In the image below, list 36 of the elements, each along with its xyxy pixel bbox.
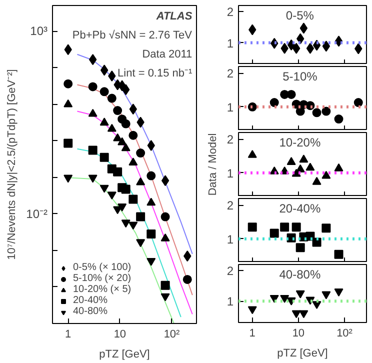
chart-title: 10-20% <box>279 136 321 150</box>
annotation: ATLAS <box>155 10 193 22</box>
legend-label: 0-5% (× 100) <box>73 262 132 273</box>
y-tick-label: 2 <box>226 264 234 278</box>
legend-label: 20-40% <box>73 295 108 306</box>
y-tick-label: 10⁻² <box>26 206 48 221</box>
y-tick-label: 2 <box>226 132 234 147</box>
y-tick-label: 1 <box>226 36 234 50</box>
x-tick-label: 1 <box>249 328 256 340</box>
y-tick-label: 10³ <box>30 24 48 38</box>
x-tick-label: 10 <box>114 328 126 340</box>
x-tick-label: 10 <box>292 328 305 340</box>
x-axis-title: pTZ [GeV] <box>99 348 150 360</box>
legend-label: 5-10% (× 20) <box>73 273 132 284</box>
y-tick-label: 1 <box>226 166 234 180</box>
annotation: Data 2011 <box>142 48 192 60</box>
annotation: Pb+Pb √sNN = 2.76 TeV <box>72 29 193 42</box>
x-axis-title: pTZ [GeV] <box>277 348 328 360</box>
y-tick-label: 2 <box>226 66 234 81</box>
x-tick-label: 10² <box>336 328 353 340</box>
y-axis-title: Data / Model <box>206 133 219 196</box>
chart-title: 5-10% <box>282 70 318 84</box>
legend-label: 40-80% <box>73 306 108 317</box>
y-tick-label: 2 <box>226 198 234 213</box>
annotation: Lint = 0.15 nb⁻¹ <box>118 68 193 80</box>
chart-title: 0-5% <box>286 8 314 22</box>
y-tick-label: 1 <box>226 100 234 114</box>
legend-label: 10-20% (× 5) <box>73 284 132 295</box>
chart-title: 20-40% <box>279 202 321 216</box>
chart-title: 40-80% <box>279 267 321 282</box>
y-tick-label: 1 <box>226 232 234 246</box>
y-axis-title: 10⁷/Nevents dN|y|<2.5/(pTdpT) [GeV⁻²] <box>6 69 18 260</box>
x-tick-label: 1 <box>65 328 72 340</box>
x-tick-label: 10² <box>164 328 180 340</box>
y-tick-label: 2 <box>226 5 234 20</box>
y-tick-label: 1 <box>226 294 234 309</box>
